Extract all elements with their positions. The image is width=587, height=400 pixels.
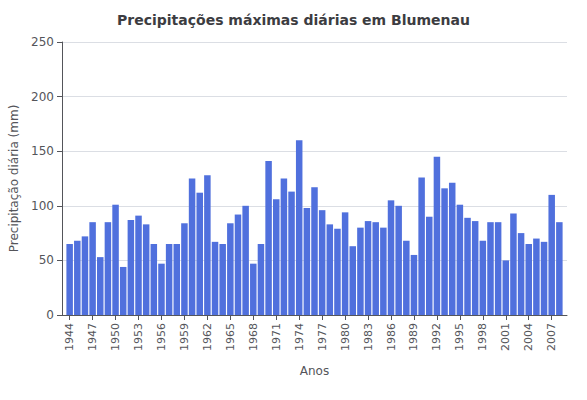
svg-text:1944: 1944 — [63, 323, 76, 351]
svg-text:1983: 1983 — [362, 323, 375, 351]
svg-text:Anos: Anos — [300, 364, 329, 378]
svg-text:1950: 1950 — [109, 323, 122, 351]
svg-text:1980: 1980 — [339, 323, 352, 351]
svg-text:1995: 1995 — [453, 323, 466, 351]
svg-text:150: 150 — [31, 144, 54, 158]
svg-text:1959: 1959 — [178, 323, 191, 351]
svg-text:50: 50 — [39, 253, 54, 267]
svg-text:1965: 1965 — [224, 323, 237, 351]
svg-text:1971: 1971 — [270, 323, 283, 351]
svg-text:1962: 1962 — [201, 323, 214, 351]
svg-text:2001: 2001 — [499, 323, 512, 351]
svg-text:200: 200 — [31, 90, 54, 104]
svg-text:Precipitação diária (mm): Precipitação diária (mm) — [7, 105, 21, 253]
svg-text:1986: 1986 — [385, 323, 398, 351]
svg-text:1992: 1992 — [430, 323, 443, 351]
svg-text:2007: 2007 — [545, 323, 558, 351]
svg-text:250: 250 — [31, 35, 54, 49]
svg-text:1956: 1956 — [155, 323, 168, 351]
svg-text:1989: 1989 — [407, 323, 420, 351]
svg-text:1998: 1998 — [476, 323, 489, 351]
svg-text:1977: 1977 — [316, 323, 329, 351]
svg-text:2004: 2004 — [522, 323, 535, 351]
svg-text:Precipitações máximas diárias: Precipitações máximas diárias em Blumena… — [117, 12, 470, 28]
svg-text:1947: 1947 — [86, 323, 99, 351]
svg-text:0: 0 — [46, 308, 54, 322]
svg-text:100: 100 — [31, 199, 54, 213]
svg-text:1968: 1968 — [247, 323, 260, 351]
svg-text:1974: 1974 — [293, 323, 306, 351]
svg-text:1953: 1953 — [132, 323, 145, 351]
